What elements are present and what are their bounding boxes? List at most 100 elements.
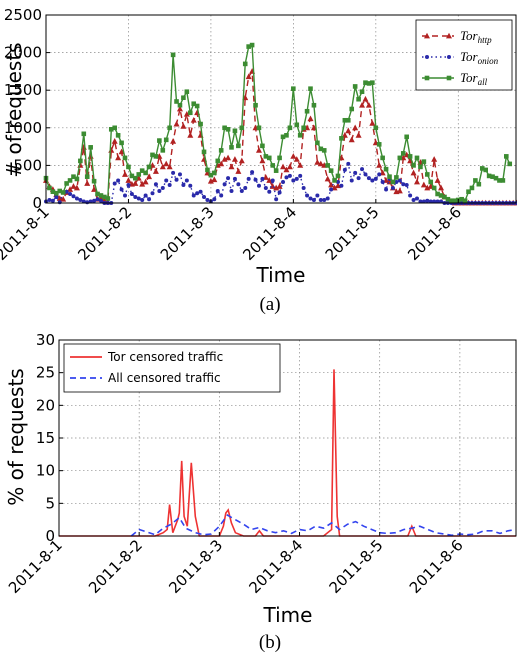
a-series-2-point [287,125,293,131]
a-series-1-point [239,188,244,193]
a-series-2-point [418,164,423,170]
a-series-1-point [418,199,423,204]
a-series-0-point [286,163,293,170]
a-series-2-point [280,134,286,140]
a-series-2-point [394,175,399,180]
a-series-2-point [335,173,341,179]
a-series-2-point [229,145,234,150]
a-series-2-point [260,143,265,149]
a-series-1-point [191,193,196,198]
a-series-1-point [74,196,79,201]
panel-a-legend-marker-2 [424,75,430,81]
a-series-1-point [346,161,351,166]
b-xtick-label: 2011-8-5 [326,536,387,597]
a-series-1-point [342,167,347,172]
a-series-0-point [207,177,214,184]
a-series-1-point [202,194,207,199]
a-series-2-point [359,89,365,95]
a-series-1-point [308,196,313,201]
a-series-2-point [81,131,87,137]
a-series-2-point [459,196,464,202]
a-xtick-label: 2011-8-4 [239,203,300,264]
a-series-1-point [215,188,220,193]
a-series-2-point [284,133,289,138]
a-xtick-label: 2011-8-3 [157,203,218,264]
a-series-0-point [324,175,331,182]
a-series-1-point [88,199,93,204]
b-xtick-label: 2011-8-1 [5,536,66,597]
a-series-2-point [366,81,372,86]
a-series-2-point [64,181,69,186]
a-series-2-point [143,170,148,176]
a-series-1-point [329,187,334,192]
panel-a: 0 500 1000 1500 2000 2500 2011-8-1 2011-8-2 201… [0,6,517,315]
a-series-2-point [98,193,104,198]
a-series-2-point [342,117,348,123]
a-series-2-point [232,128,238,134]
a-series-0-point [410,169,417,176]
a-series-1-point [47,197,52,202]
a-series-1-point [68,191,73,196]
a-series-1-point [349,178,354,183]
a-series-2-point [253,102,258,108]
a-series-1-point [435,199,440,204]
a-series-2-point [400,151,406,156]
a-series-2-point [139,168,145,173]
a-series-2-point [136,172,142,177]
a-series-0-point [290,153,297,159]
a-series-1-point [219,193,224,198]
panel-a-legend-label-1-subscript: onion [478,56,499,66]
a-series-1-point [95,197,100,202]
a-series-2-point [469,185,475,191]
a-series-1-point [353,170,358,175]
a-series-1-point [136,196,141,201]
a-series-1-point [301,185,306,190]
a-series-2-point [304,108,310,114]
a-series-2-point [170,52,176,58]
a-series-1-point [171,170,176,175]
panel-a-legend-marker-1 [447,55,451,59]
a-series-0-point [218,160,225,167]
a-series-1-point [236,182,241,187]
a-series-2-point [270,163,276,168]
a-series-2-point [67,178,73,183]
a-series-1-point [390,185,395,190]
b-ytick-label: 20 [36,396,55,414]
a-series-2-point [387,174,392,179]
a-series-2-point [376,142,382,147]
a-series-2-point [215,158,221,164]
a-series-2-point [249,42,255,48]
a-series-2-point [315,140,320,146]
a-series-0-point [225,154,232,161]
a-series-2-point [442,194,447,200]
a-series-0-point [125,177,132,183]
a-series-2-point [184,89,190,95]
a-series-1-point [322,197,327,202]
a-series-0-point [180,122,187,129]
a-series-0-point [132,180,139,186]
a-series-2-point [122,155,128,161]
b-ytick-label: 5 [45,494,55,512]
a-series-0-point [376,162,383,168]
a-series-1-point [291,178,296,183]
a-series-2-point [414,155,420,161]
a-series-2-point [177,102,183,108]
a-series-0-point [379,169,386,176]
a-series-0-point [115,154,122,161]
a-series-1-point [64,189,69,194]
a-series-2-point [108,127,114,132]
a-series-1-point [377,172,382,177]
a-series-1-point [229,188,234,193]
a-series-2-point [105,196,111,201]
a-series-2-point [507,161,513,167]
a-series-1-point [404,182,409,187]
a-series-2-point [191,101,197,107]
panel-a-legend-label-0-main: Tor [460,28,479,43]
b-ytick-label: 15 [36,429,55,447]
a-series-1-point [256,183,261,188]
a-series-1-point [305,193,310,198]
a-series-0-point [111,138,118,144]
a-series-0-point [273,184,280,191]
a-series-2-point [356,96,361,102]
a-series-1-point [294,176,299,181]
